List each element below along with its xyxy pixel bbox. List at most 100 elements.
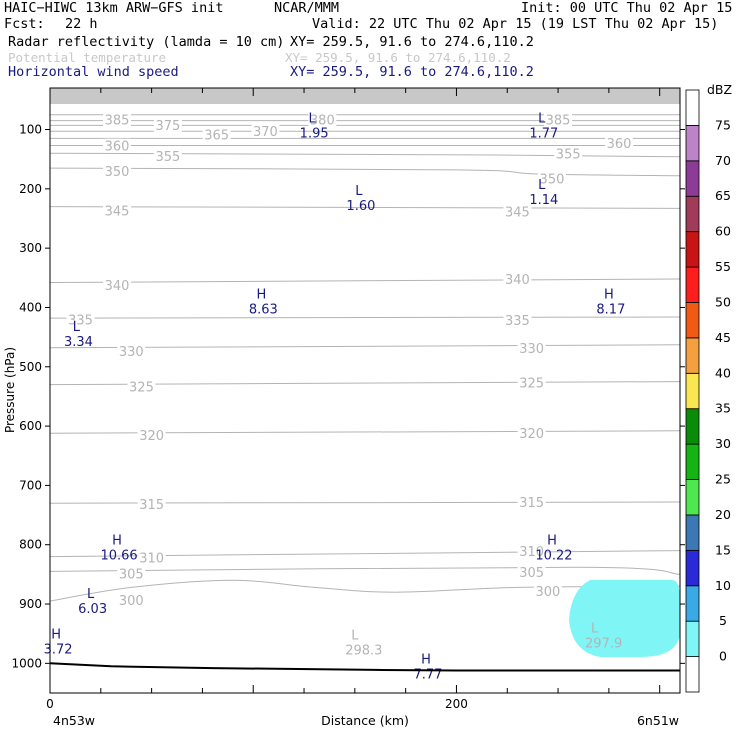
model-title: HAIC−HIWC 13km ARW−GFS init (4, 0, 224, 16)
field-label-theta: Potential temperature (8, 50, 167, 65)
theta-label-bg (137, 428, 166, 443)
theta-label-bg (554, 146, 583, 161)
init-time: Init: 00 UTC Thu 02 Apr 15 (521, 0, 733, 16)
colorbar-level-label: 25 (715, 472, 731, 487)
terrain-line (49, 662, 680, 672)
theta-label-bg (103, 112, 132, 127)
plot-frame (49, 87, 681, 694)
colorbar-level-label: 0 (719, 649, 727, 664)
colorbar-level-label: 45 (715, 330, 731, 345)
y-axis-label: Pressure (hPa) (3, 347, 17, 433)
x-axis-label: Distance (km) (321, 713, 409, 728)
colorbar-level-label: 35 (715, 401, 731, 416)
colorbar-level-label: 70 (715, 153, 731, 168)
field-xy-wind: XY= 259.5, 91.6 to 274.6,110.2 (290, 64, 534, 80)
wind-extreme-marker: H (256, 288, 266, 303)
colorbar-swatch (685, 337, 700, 374)
wind-extreme-value: 8.63 (249, 303, 278, 318)
theta-contour-345 (50, 206, 680, 209)
theta-contour-label: 345 (105, 204, 130, 219)
y-tick-label: 1000 (11, 656, 42, 670)
theta-label-bg (517, 565, 546, 580)
colorbar-level-label: 50 (715, 294, 731, 309)
theta-contour-label: 360 (105, 140, 130, 155)
colorbar-swatch (685, 585, 700, 622)
wind-extreme-marker: H (112, 534, 122, 549)
wind-extreme-marker: L (355, 184, 363, 199)
theta-contour-label: 360 (607, 137, 632, 152)
wind-extreme-value: 1.14 (529, 193, 558, 208)
theta-extreme-value: 298.3 (345, 644, 382, 659)
colorbar-unit: dBZ (707, 82, 732, 97)
theta-contour-label: 300 (119, 594, 144, 609)
y-tick-label: 600 (19, 419, 42, 433)
y-tick-label: 300 (19, 241, 42, 255)
theta-contour-labels: 385 380 385 375 370 365 360 360 355 355 350 350 345 3… (66, 112, 634, 609)
theta-label-bg (517, 425, 546, 440)
wind-extreme-value: 6.03 (78, 602, 107, 617)
y-tick-label: 200 (19, 182, 42, 196)
colorbar-swatch (685, 514, 700, 551)
theta-label-bg (202, 127, 231, 142)
x-tick-label: 0 (46, 697, 54, 711)
theta-label-bg (503, 313, 532, 328)
theta-contour-label: 325 (129, 381, 154, 396)
wind-extremes: L1.95L1.77L1.60L1.14H8.63H8.17L3.34H10.6… (44, 111, 626, 682)
colorbar-level-label: 20 (715, 507, 731, 522)
y-tick-label: 900 (19, 597, 42, 611)
theta-label-bg (517, 543, 546, 558)
theta-contour-label: 300 (535, 585, 560, 600)
reflectivity-shading (569, 580, 680, 657)
theta-contour-label: 320 (519, 427, 544, 442)
theta-contour-label: 340 (505, 273, 530, 288)
wind-extreme-marker: L (309, 111, 317, 126)
field-xy-theta: XY= 259.5, 91.6 to 274.6,110.2 (285, 50, 511, 65)
y-tick-label: 700 (19, 478, 42, 492)
theta-label-bg (117, 343, 146, 358)
colorbar-level-label: 10 (715, 578, 731, 593)
theta-label-bg (137, 496, 166, 511)
colorbar-swatch (685, 443, 700, 480)
colorbar-swatch (685, 266, 700, 303)
theta-contour-label: 330 (519, 342, 544, 357)
wind-extreme-value: 1.95 (300, 126, 329, 141)
theta-label-bg (103, 164, 132, 179)
wind-extreme-marker: L (87, 587, 95, 602)
theta-contour-label: 355 (155, 150, 180, 165)
theta-label-bg (153, 117, 182, 132)
wind-extreme-marker: H (547, 534, 557, 549)
y-tick-label: 400 (19, 300, 42, 314)
colorbar-swatch (685, 620, 700, 657)
wind-extreme-value: 10.66 (100, 549, 137, 564)
theta-label-bg (66, 312, 95, 327)
theta-contour-label: 315 (519, 496, 544, 511)
colorbar-swatch (685, 125, 700, 162)
colorbar-level-label: 15 (715, 542, 731, 557)
theta-contour-label: 330 (119, 345, 144, 360)
colorbar-level-label: 65 (715, 188, 731, 203)
theta-contour-355 (50, 152, 680, 158)
theta-label-bg (103, 203, 132, 218)
forecast-label: Fcst: (4, 16, 45, 32)
theta-contour-label: 385 (105, 114, 130, 129)
x-axis: 0 200 (46, 88, 661, 711)
wind-extreme-value: 10.22 (535, 549, 572, 564)
theta-contour-330 (50, 344, 680, 349)
y-axis: 100 200 300 400 500 600 700 800 900 1000 (11, 123, 685, 670)
theta-contour-label: 350 (540, 172, 565, 187)
colorbar-swatch (685, 372, 700, 410)
colorbar-swatch (685, 549, 700, 587)
theta-contour-label: 385 (546, 114, 571, 129)
wind-extreme-marker: H (604, 288, 614, 303)
theta-contour-335 (50, 316, 680, 319)
colorbar-level-label: 75 (715, 117, 731, 132)
theta-extreme-marker: L (351, 629, 359, 644)
section-start-label: 4n53w (53, 713, 95, 728)
theta-label-bg (137, 550, 166, 565)
theta-label-bg (503, 204, 532, 219)
theta-contour-label: 315 (139, 498, 164, 513)
wind-extreme-value: 3.34 (64, 335, 93, 350)
y-tick-label: 500 (19, 360, 42, 374)
wind-extreme-value: 8.17 (596, 303, 625, 318)
